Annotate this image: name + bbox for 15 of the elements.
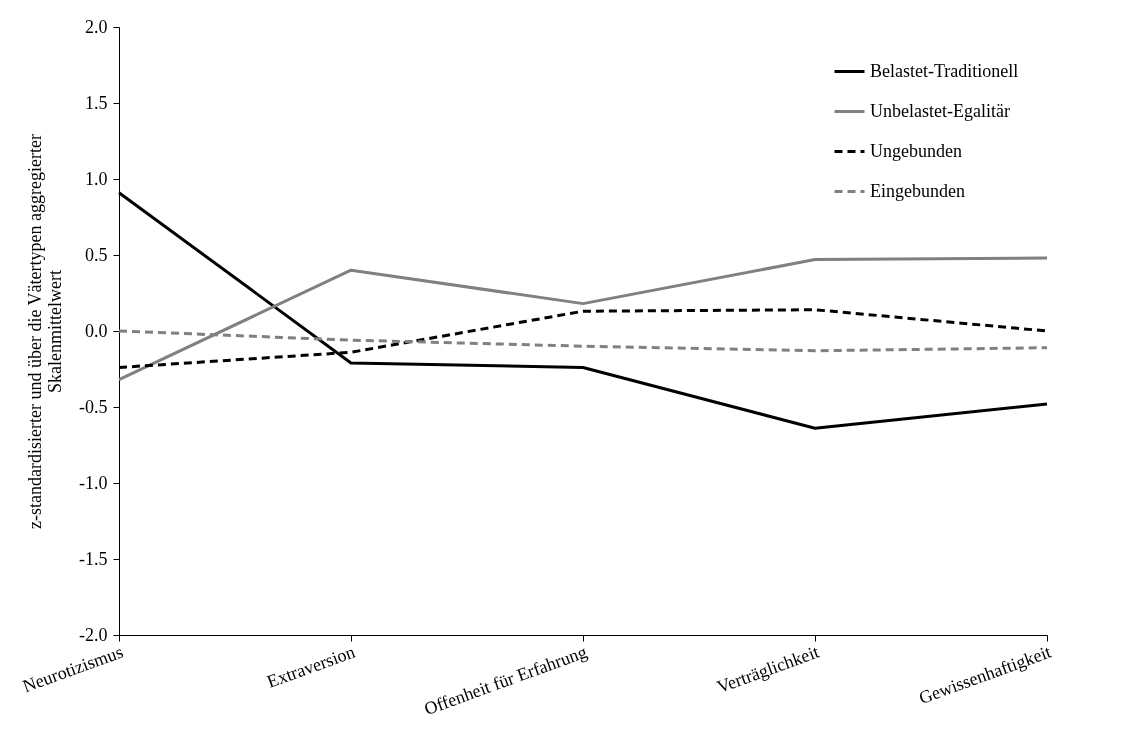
y-axis-title: z-standardisierter und über die Vätertypen aggregierter Skalenmittelwert — [25, 134, 66, 529]
line-series — [117, 256, 1049, 382]
legend-label: Belastet-Traditionell — [870, 60, 1019, 81]
y-tick-label: -1.5 — [79, 548, 108, 569]
y-tick-label: 1.0 — [85, 168, 108, 189]
y-tick-label: -1.0 — [79, 472, 108, 493]
legend-label: Ungebunden — [870, 140, 962, 161]
y-tick-label: 2.0 — [85, 16, 108, 37]
y-tick-label: -2.0 — [79, 624, 108, 645]
legend-label: Unbelastet-Egalitär — [870, 100, 1010, 121]
y-tick-label: 0.0 — [85, 320, 108, 341]
legend-label: Eingebunden — [870, 180, 965, 201]
y-tick-label: -0.5 — [79, 396, 108, 417]
y-tick-label: 0.5 — [85, 244, 108, 265]
y-tick-label: 1.5 — [85, 92, 108, 113]
